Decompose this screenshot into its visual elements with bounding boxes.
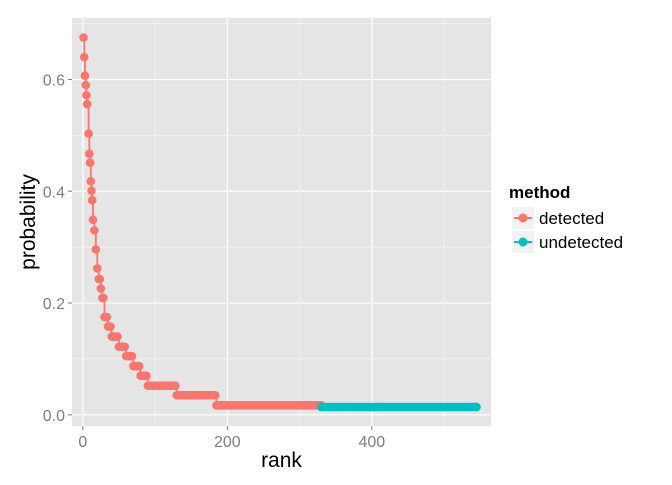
grid-minor [72,18,491,426]
y-tick-label: 0.2 [43,296,65,313]
point-undetected [472,402,481,412]
plot-panel [72,18,491,426]
point-detected [85,158,95,168]
x-tick-label: 0 [78,434,87,451]
point-detected [82,90,91,100]
point-detected [142,371,151,380]
point-detected [88,215,98,225]
legend-title: method [509,183,570,202]
point-detected [106,322,115,331]
point-detected [113,332,122,341]
point-detected [99,293,108,303]
y-axis-title: probability [17,174,40,270]
point-detected [134,361,144,371]
point-detected [120,342,130,351]
point-detected [87,195,97,205]
point-detected [80,71,90,80]
point-detected [210,390,220,400]
x-axis-ticks: 0 200 400 [78,426,385,451]
point-detected [87,186,96,196]
point-detected [90,226,99,235]
point-detected [96,284,106,293]
y-tick-label: 0.4 [43,184,65,201]
x-tick-label: 200 [214,434,241,451]
point-detected [91,245,101,254]
legend-dot-detected [518,213,528,223]
point-detected [86,176,96,186]
point-detected [85,149,94,159]
legend: method detected undetected [509,183,623,253]
point-detected [79,33,88,42]
point-detected [95,274,105,284]
x-axis-title: rank [261,449,302,472]
point-detected [92,264,102,273]
y-tick-label: 0.0 [43,408,65,425]
point-detected [127,351,137,361]
y-tick-label: 0.6 [43,72,65,89]
legend-dot-undetected [518,237,528,247]
legend-label-undetected: undetected [539,233,623,252]
legend-key-undetected [512,231,534,253]
point-detected [171,381,180,391]
series-layer [79,33,481,412]
point-detected [102,312,112,322]
point-detected [79,52,89,62]
point-detected [84,129,93,138]
x-tick-label: 400 [358,434,385,451]
point-detected [82,99,92,109]
point-detected [81,80,91,90]
legend-label-detected: detected [539,209,604,228]
legend-key-detected [512,207,534,229]
y-axis-ticks: 0.0 0.2 0.4 0.6 [43,72,72,425]
